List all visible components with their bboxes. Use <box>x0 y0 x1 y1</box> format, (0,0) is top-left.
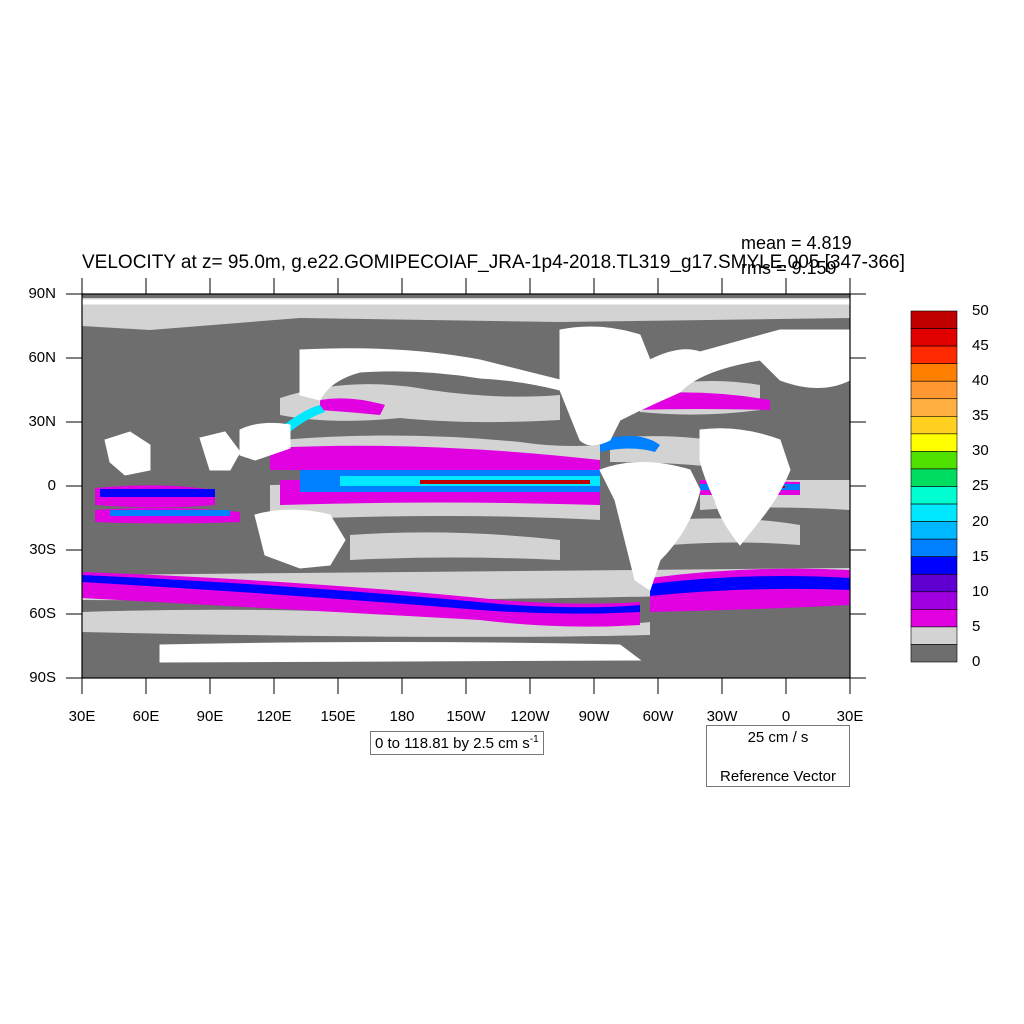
mean-stat: mean = 4.819 <box>741 233 852 253</box>
lon-label: 0 <box>781 708 791 725</box>
colorbar-swatch <box>910 644 958 663</box>
lat-label: 60S <box>29 605 56 622</box>
reference-vector-label: Reference Vector <box>720 768 836 785</box>
lon-label: 90W <box>578 708 610 725</box>
contour-info-text: 0 to 118.81 by 2.5 cm s <box>375 735 530 752</box>
lon-label: 60E <box>132 708 160 725</box>
lat-label: 30N <box>28 413 56 430</box>
map-title: VELOCITY at z= 95.0m, g.e22.GOMIPECOIAF_… <box>82 252 905 273</box>
colorbar-swatch <box>910 538 958 558</box>
lon-label: 120E <box>256 708 292 725</box>
lon-label: 120W <box>510 708 550 725</box>
colorbar-swatch <box>910 451 958 470</box>
lon-ticks <box>81 278 851 694</box>
colorbar-label: 40 <box>972 372 989 389</box>
colorbar-label: 50 <box>972 302 989 319</box>
colorbar-label: 30 <box>972 442 989 459</box>
colorbar-swatch <box>910 433 958 452</box>
lon-label: 60W <box>642 708 674 725</box>
lat-label: 90N <box>28 285 56 302</box>
lat-label: 30S <box>29 541 56 558</box>
lat-label: 0 <box>47 477 56 494</box>
colorbar-swatch <box>910 573 958 593</box>
colorbar-swatch <box>910 609 958 628</box>
colorbar-label: 5 <box>972 618 981 635</box>
colorbar-swatch <box>910 345 958 364</box>
colorbar-label: 20 <box>972 513 989 530</box>
colorbar-label: 10 <box>972 583 989 600</box>
colorbar-swatch <box>910 591 958 610</box>
contour-info-box: 0 to 118.81 by 2.5 cm s-1 <box>370 731 544 755</box>
lat-label: 90S <box>29 669 56 686</box>
contour-info-unit-exponent: -1 <box>529 734 539 745</box>
lon-label: 30W <box>706 708 738 725</box>
lon-label: 30E <box>836 708 864 725</box>
lon-label: 150W <box>446 708 486 725</box>
lon-label: 180 <box>389 708 415 725</box>
colorbar-swatch <box>910 556 958 575</box>
lon-label: 150E <box>320 708 356 725</box>
colorbar-swatch <box>910 398 958 417</box>
colorbar-label: 25 <box>972 477 989 494</box>
colorbar-swatch <box>910 310 958 329</box>
reference-vector-magnitude: 25 cm / s <box>747 729 809 746</box>
lat-label: 60N <box>28 349 56 366</box>
colorbar-swatch <box>910 328 958 347</box>
colorbar-label: 15 <box>972 548 989 565</box>
colorbar-label: 45 <box>972 337 989 354</box>
colorbar <box>910 310 958 663</box>
colorbar-label: 0 <box>972 653 981 670</box>
lon-label: 30E <box>68 708 96 725</box>
colorbar-swatch <box>910 468 958 487</box>
rms-stat: rms = 9.159 <box>741 258 837 278</box>
colorbar-swatch <box>910 363 958 382</box>
colorbar-swatch <box>910 626 958 645</box>
land-masses <box>81 299 851 663</box>
colorbar-swatch <box>910 521 958 540</box>
reference-vector-box: 25 cm / s Reference Vector <box>706 725 850 787</box>
colorbar-swatch <box>910 486 958 505</box>
colorbar-swatch <box>910 380 958 400</box>
colorbar-label: 35 <box>972 407 989 424</box>
lon-label: 90E <box>196 708 224 725</box>
colorbar-swatch <box>910 503 958 522</box>
colorbar-swatch <box>910 415 958 435</box>
lat-ticks <box>66 293 866 679</box>
